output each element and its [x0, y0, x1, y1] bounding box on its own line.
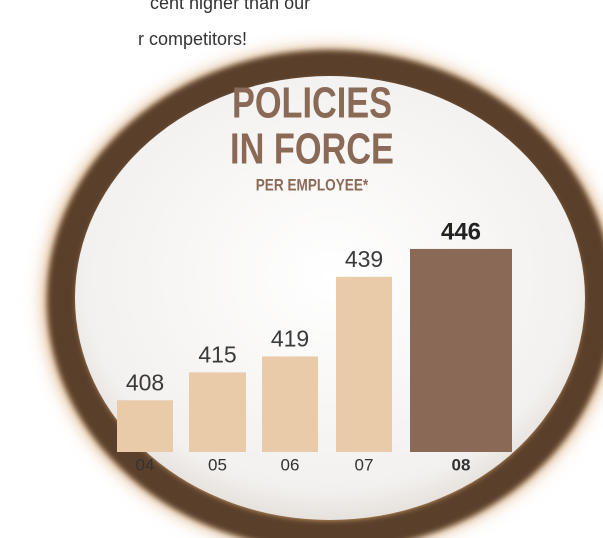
value-label: 446 [441, 218, 481, 245]
title: POLICIES [232, 79, 392, 128]
bar [410, 248, 512, 452]
bar [262, 356, 318, 452]
bar [117, 400, 173, 452]
x-tick-label: 05 [208, 455, 227, 474]
value-label: 408 [126, 369, 164, 395]
annotation: cent higher than our [150, 0, 310, 13]
value-label: 439 [345, 246, 383, 272]
x-tick-label: 07 [355, 455, 374, 474]
x-tick-label: 04 [136, 455, 155, 474]
bar [189, 372, 246, 452]
title: IN FORCE [230, 125, 394, 174]
annotation: r competitors! [138, 29, 247, 49]
subtitle: PER EMPLOYEE* [256, 176, 368, 195]
bar [336, 276, 392, 452]
burn-ring [47, 50, 603, 538]
value-label: 415 [198, 341, 236, 367]
x-tick-label: 08 [452, 455, 471, 474]
value-label: 419 [271, 326, 309, 352]
x-tick-label: 06 [281, 455, 300, 474]
